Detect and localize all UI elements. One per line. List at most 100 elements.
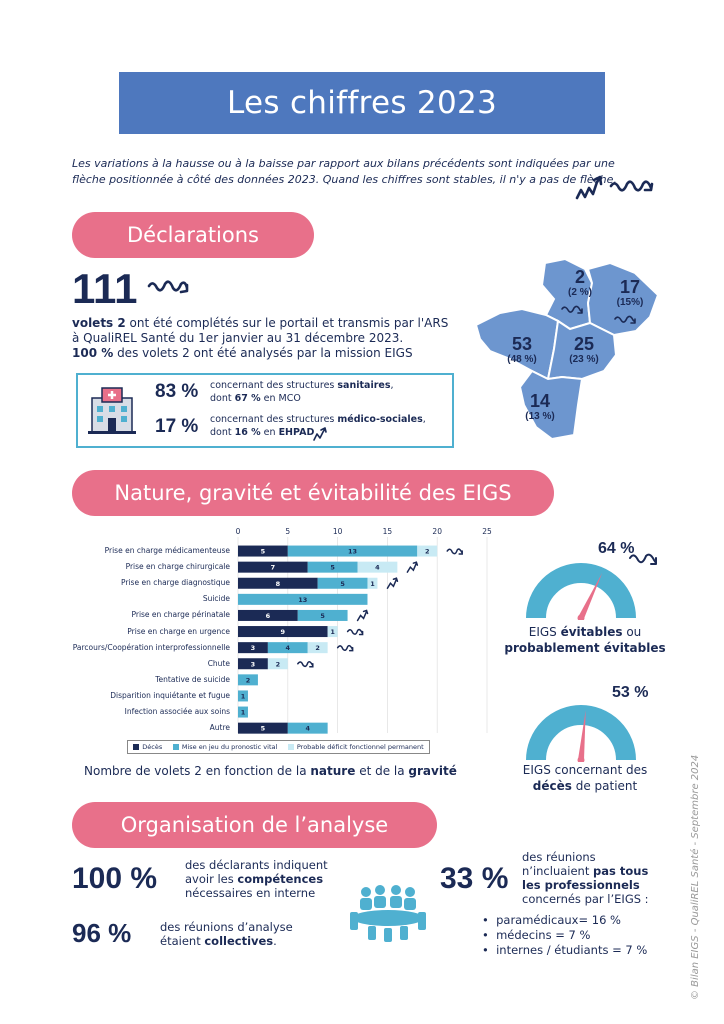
bar-value-label: 2 bbox=[425, 548, 430, 556]
medico-social-pct: 17 % bbox=[155, 416, 199, 437]
gauge-1-pct: 64 % bbox=[598, 540, 635, 557]
intro-text: Les variations à la hausse ou à la baiss… bbox=[72, 157, 617, 186]
list-item: • paramédicaux= 16 % bbox=[482, 913, 621, 927]
gauge-needle bbox=[578, 572, 603, 620]
gauge-1 bbox=[526, 563, 636, 620]
x-tick-label: 5 bbox=[285, 527, 290, 536]
hospital-icon bbox=[88, 387, 136, 434]
category-label: Prise en charge diagnostique bbox=[120, 578, 230, 588]
up-arrow-icon bbox=[575, 175, 603, 200]
page-title: Les chiffres 2023 bbox=[119, 72, 605, 134]
bar-value-label: 5 bbox=[261, 548, 266, 556]
down-arrow-icon bbox=[609, 180, 654, 192]
up-arrow-icon bbox=[313, 427, 327, 441]
map-region-5 bbox=[518, 369, 584, 441]
chart-caption: Nombre de volets 2 en fonction de la nat… bbox=[84, 764, 457, 778]
bar-segment bbox=[238, 658, 268, 670]
gauge-2-pct: 53 % bbox=[612, 684, 649, 701]
declarations-count: 111 bbox=[72, 265, 138, 312]
legend-swatch bbox=[287, 744, 294, 750]
bar-value-label: 5 bbox=[330, 564, 335, 572]
x-tick-label: 20 bbox=[432, 527, 442, 536]
bar-value-label: 1 bbox=[330, 628, 335, 636]
list-item: • médecins = 7 % bbox=[482, 928, 591, 942]
bar-value-label: 2 bbox=[315, 644, 320, 652]
bar-segment bbox=[238, 561, 308, 573]
legend-item-pronostic: Mise en jeu du pronostic vital bbox=[172, 743, 277, 751]
legend-swatch bbox=[172, 744, 179, 750]
medico-social-text: concernant des structures médico-sociale… bbox=[210, 414, 426, 438]
bar-segment bbox=[238, 593, 368, 605]
bar-value-label: 2 bbox=[276, 660, 281, 668]
down-arrow-icon bbox=[336, 644, 354, 652]
category-label: Prise en charge périnatale bbox=[131, 610, 230, 620]
up-arrow-icon bbox=[356, 609, 369, 622]
bar-value-label: 13 bbox=[348, 548, 357, 556]
bar-value-label: 1 bbox=[241, 709, 246, 717]
legend-item-deces: Décès bbox=[133, 743, 162, 751]
declarations-text: volets 2 ont été complétés sur le portai… bbox=[72, 316, 449, 360]
bar-value-label: 3 bbox=[251, 660, 256, 668]
down-arrow-icon bbox=[147, 280, 189, 294]
pas-tous-text: des réunions n’incluaient pas tous les p… bbox=[522, 850, 649, 906]
list-item: • internes / étudiants = 7 % bbox=[482, 943, 648, 957]
legend-swatch bbox=[133, 744, 140, 750]
up-arrow-icon bbox=[386, 577, 399, 589]
bar-segment bbox=[238, 674, 258, 686]
category-label: Suicide bbox=[202, 594, 230, 604]
bar-segment bbox=[297, 609, 348, 621]
bar-value-label: 6 bbox=[266, 612, 271, 620]
section-nature: Nature, gravité et évitabilité des EIGS bbox=[72, 470, 554, 516]
up-arrow-icon bbox=[406, 561, 419, 573]
bar-value-label: 4 bbox=[286, 644, 291, 652]
region-label-1: 2 (2 %) bbox=[568, 267, 592, 299]
bar-value-label: 7 bbox=[271, 564, 276, 572]
bar-value-label: 5 bbox=[320, 612, 325, 620]
down-arrow-icon bbox=[446, 548, 463, 555]
bar-value-label: 4 bbox=[305, 725, 310, 733]
map-region-4 bbox=[546, 319, 618, 381]
category-label: Prise en charge médicamenteuse bbox=[104, 546, 230, 556]
bar-segment bbox=[417, 545, 438, 557]
bar-segment bbox=[317, 577, 368, 589]
x-tick-label: 0 bbox=[236, 527, 241, 536]
sanitaire-text: concernant des structures sanitaires, do… bbox=[210, 380, 394, 404]
competences-pct: 100 % bbox=[72, 862, 158, 895]
category-label: Infection associée aux soins bbox=[124, 707, 230, 717]
down-arrow-icon bbox=[614, 315, 636, 324]
gauge-pivot bbox=[577, 756, 585, 762]
bar-segment bbox=[238, 626, 328, 638]
bar-value-label: 4 bbox=[375, 564, 380, 572]
bar-value-label: 13 bbox=[298, 596, 307, 604]
bar-segment bbox=[238, 609, 298, 621]
competences-text: des déclarants indiquent avoir les compé… bbox=[185, 858, 328, 900]
bar-segment bbox=[287, 722, 328, 734]
gauge-1-label: EIGS évitables ou probablement évitables bbox=[504, 625, 666, 655]
section-declarations: Déclarations bbox=[72, 212, 314, 258]
pas-tous-pct: 33 % bbox=[440, 862, 509, 895]
region-label-5: 14 (13 %) bbox=[525, 391, 555, 423]
bar-segment bbox=[287, 545, 418, 557]
region-label-2: 17 (15%) bbox=[616, 277, 644, 309]
gauge-needle bbox=[578, 710, 586, 761]
structures-box bbox=[76, 373, 454, 448]
bar-value-label: 1 bbox=[370, 580, 375, 588]
bar-segment bbox=[307, 642, 328, 654]
region-map bbox=[474, 257, 660, 441]
bar-segment bbox=[327, 626, 338, 638]
bar-value-label: 1 bbox=[241, 692, 246, 700]
down-arrow-icon bbox=[297, 661, 314, 668]
category-label: Parcours/Coopération interprofessionnell… bbox=[72, 642, 230, 652]
down-arrow-icon bbox=[629, 553, 657, 565]
sanitaire-pct: 83 % bbox=[155, 381, 199, 402]
category-label: Autre bbox=[209, 723, 230, 733]
professionnels-list: • paramédicaux= 16 % • médecins = 7 % • … bbox=[482, 913, 682, 958]
bar-segment bbox=[357, 561, 398, 573]
region-label-3: 53 (48 %) bbox=[507, 334, 537, 366]
bar-value-label: 5 bbox=[340, 580, 345, 588]
meeting-icon bbox=[350, 885, 426, 942]
gauge-pivot bbox=[577, 614, 585, 620]
bar-value-label: 9 bbox=[281, 628, 286, 636]
legend-item-deficit: Probable déficit fonctionnel permanent bbox=[287, 743, 424, 751]
collectives-text: des réunions d’analyse étaient collectiv… bbox=[160, 920, 293, 948]
